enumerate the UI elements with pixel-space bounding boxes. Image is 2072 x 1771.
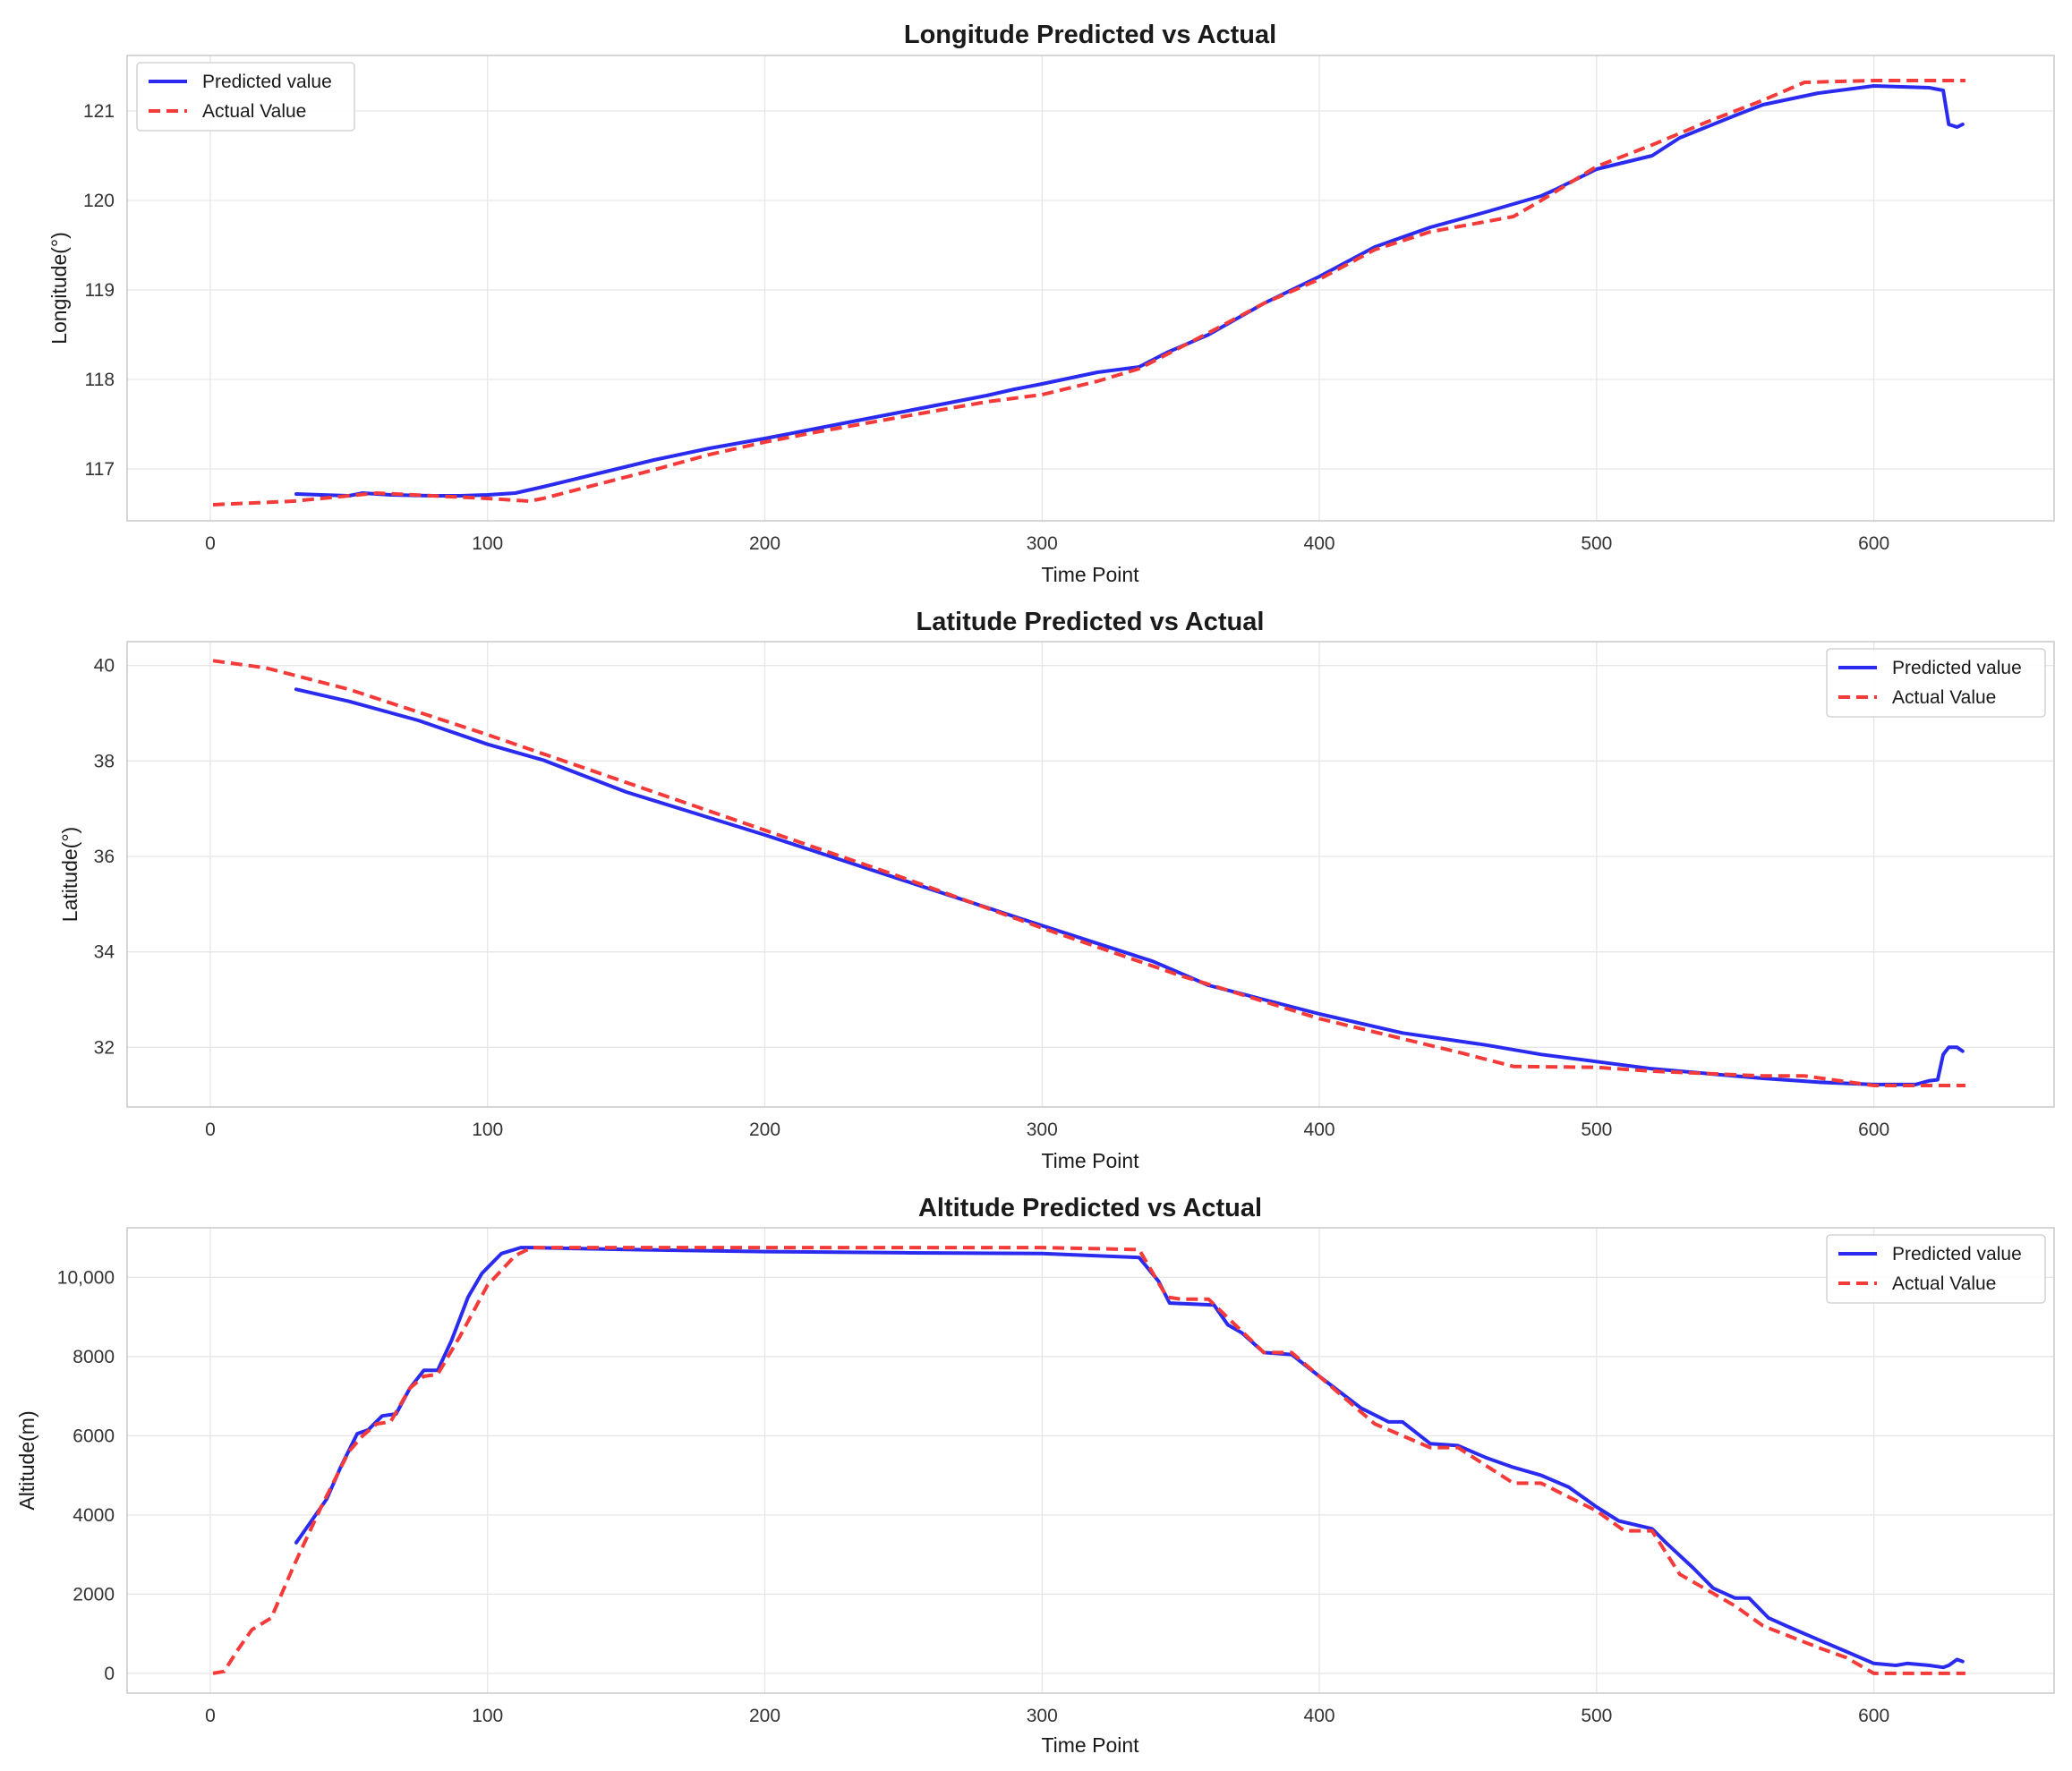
- panel-longitude: 0 100 200 300 400 500 600 117 118 119 120 121 Longi…: [47, 21, 2055, 586]
- y-tick-label: 117: [85, 459, 115, 480]
- legend-label-predicted: Predicted value: [202, 72, 332, 92]
- chart-title: Latitude Predicted vs Actual: [917, 608, 1265, 636]
- x-tick-label: 500: [1581, 1120, 1612, 1140]
- legend-label-predicted: Predicted value: [1892, 658, 2022, 678]
- x-tick-label: 500: [1581, 533, 1612, 554]
- x-tick-label: 200: [749, 1706, 780, 1726]
- y-tick-label: 32: [94, 1037, 115, 1058]
- legend: Predicted value Actual Value: [1826, 648, 2046, 718]
- legend-label-actual: Actual Value: [202, 101, 306, 122]
- x-tick-label: 400: [1304, 1706, 1335, 1726]
- x-tick-label: 100: [472, 1706, 503, 1726]
- y-tick-label: 34: [94, 942, 115, 963]
- y-tick-label: 2000: [72, 1584, 115, 1605]
- plot-area: [127, 642, 2054, 1107]
- legend-label-predicted: Predicted value: [1892, 1244, 2022, 1264]
- actual-value-line: [212, 659, 1965, 1087]
- y-tick-label: 10,000: [57, 1267, 115, 1288]
- plot-frame: [126, 641, 2055, 1108]
- x-tick-label: 100: [472, 1120, 503, 1140]
- x-tick-label: 300: [1027, 1706, 1058, 1726]
- y-tick-label: 120: [83, 191, 115, 211]
- predicted-value-line: [294, 84, 1965, 498]
- x-tick-label: 0: [205, 1706, 216, 1726]
- panel-altitude: 0 100 200 300 400 500 6000200040006000800010,0…: [15, 1194, 2055, 1757]
- plot-area: [127, 1228, 2054, 1693]
- y-tick-label: 0: [104, 1664, 115, 1684]
- actual-value-line: [212, 1246, 1965, 1675]
- legend-label-actual: Actual Value: [1892, 1273, 1996, 1294]
- x-tick-label: 200: [749, 1120, 780, 1140]
- y-tick-label: 36: [94, 847, 115, 867]
- x-axis-label: Time Point: [1041, 1733, 1139, 1757]
- y-axis-label: Latitude(°): [58, 827, 81, 922]
- x-tick-label: 100: [472, 533, 503, 554]
- x-tick-label: 500: [1581, 1706, 1612, 1726]
- y-tick-label: 4000: [72, 1505, 115, 1526]
- x-axis-label: Time Point: [1041, 1149, 1139, 1172]
- legend: Predicted value Actual Value: [1826, 1234, 2046, 1304]
- legend-box: [136, 62, 355, 132]
- x-tick-label: 300: [1027, 1120, 1058, 1140]
- x-tick-label: 0: [205, 1120, 216, 1140]
- y-tick-label: 8000: [72, 1347, 115, 1367]
- x-tick-label: 0: [205, 533, 216, 554]
- y-tick-label: 6000: [72, 1426, 115, 1446]
- x-tick-label: 300: [1027, 533, 1058, 554]
- plot-frame: [126, 55, 2055, 522]
- plot-frame: [126, 1227, 2055, 1694]
- chart-title: Altitude Predicted vs Actual: [918, 1194, 1262, 1222]
- x-tick-label: 600: [1858, 1120, 1889, 1140]
- legend-box: [1826, 648, 2046, 718]
- y-tick-label: 121: [83, 101, 115, 122]
- legend-label-actual: Actual Value: [1892, 687, 1996, 708]
- x-tick-label: 400: [1304, 533, 1335, 554]
- x-tick-label: 600: [1858, 1706, 1889, 1726]
- panel-latitude: 0 100 200 300 400 500 600 32 34 36 38 40 Latitude P…: [58, 608, 2055, 1172]
- plot-area: [127, 55, 2054, 521]
- legend-box: [1826, 1234, 2046, 1304]
- x-axis-label: Time Point: [1041, 563, 1139, 586]
- actual-value-line: [212, 79, 1965, 507]
- x-tick-label: 600: [1858, 533, 1889, 554]
- x-tick-label: 200: [749, 533, 780, 554]
- y-tick-label: 119: [85, 280, 115, 301]
- y-tick-label: 38: [94, 751, 115, 771]
- chart-title: Longitude Predicted vs Actual: [904, 21, 1276, 49]
- x-tick-label: 400: [1304, 1120, 1335, 1140]
- legend: Predicted value Actual Value: [136, 62, 355, 132]
- y-axis-label: Altitude(m): [15, 1410, 38, 1510]
- y-tick-label: 40: [94, 656, 115, 677]
- predicted-value-line: [294, 687, 1965, 1086]
- y-tick-label: 118: [85, 370, 115, 390]
- y-axis-label: Longitude(°): [47, 232, 71, 345]
